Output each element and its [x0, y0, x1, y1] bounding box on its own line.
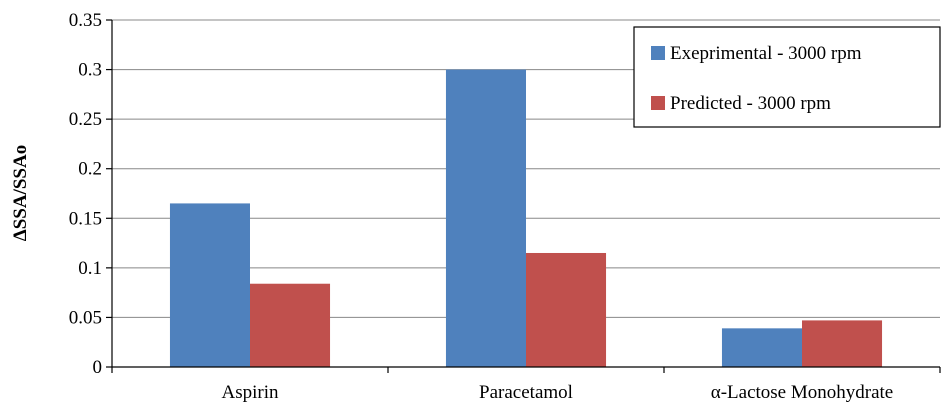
y-tick-label: 0.15: [69, 208, 102, 229]
y-tick-label: 0.35: [69, 10, 102, 31]
y-axis-title: ΔSSA/SSAo: [10, 145, 31, 241]
x-tick-label: Paracetamol: [479, 382, 573, 403]
y-tick-label: 0.2: [78, 159, 102, 180]
bar-experimental: [445, 69, 526, 368]
legend-swatch-predicted: [651, 96, 665, 110]
axes: [111, 20, 940, 368]
bar-predicted: [802, 320, 883, 367]
x-ticks: Aspirin Paracetamol α-Lactose Monohydrate: [111, 367, 941, 403]
legend-label-predicted: Predicted - 3000 rpm: [670, 93, 831, 114]
y-tick-label: 0.1: [78, 258, 102, 279]
legend-box: [633, 26, 941, 128]
bar-predicted: [526, 252, 607, 367]
y-tick-label: 0.25: [69, 109, 102, 130]
legend-label-experimental: Exeprimental - 3000 rpm: [670, 43, 862, 64]
bar-predicted: [250, 283, 331, 367]
y-tick-label: 0: [93, 357, 103, 378]
y-ticks: 0 0.05 0.1 0.15 0.2 0.25 0.3 0.35: [69, 10, 112, 378]
legend: Exeprimental - 3000 rpm Predicted - 3000…: [633, 26, 941, 128]
y-tick-label: 0.3: [78, 60, 102, 81]
bars: [169, 69, 883, 368]
x-tick-label: Aspirin: [222, 382, 280, 403]
bar-experimental: [169, 203, 250, 367]
y-tick-label: 0.05: [69, 307, 102, 328]
bar-experimental: [721, 328, 802, 367]
legend-swatch-experimental: [651, 46, 665, 60]
x-tick-label: α-Lactose Monohydrate: [711, 382, 893, 403]
